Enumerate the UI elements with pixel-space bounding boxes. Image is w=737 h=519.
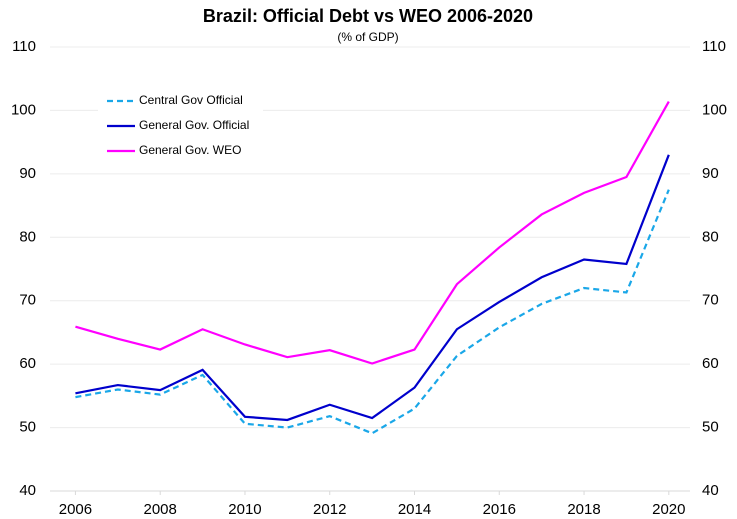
legend-label: Central Gov Official: [139, 93, 243, 107]
y2-tick-label: 60: [702, 355, 719, 372]
x-tick-label: 2012: [313, 501, 346, 518]
x-tick-label: 2020: [652, 501, 685, 518]
y-tick-label: 70: [19, 292, 36, 309]
y-tick-label: 40: [19, 482, 36, 499]
y-tick-label: 50: [19, 419, 36, 436]
y2-tick-label: 70: [702, 292, 719, 309]
x-tick-label: 2010: [228, 501, 261, 518]
y-tick-label: 80: [19, 228, 36, 245]
legend-label: General Gov. WEO: [139, 143, 241, 157]
y-tick-label: 60: [19, 355, 36, 372]
y2-tick-label: 90: [702, 165, 719, 182]
x-tick-label: 2018: [567, 501, 600, 518]
x-tick-label: 2006: [59, 501, 92, 518]
data-line: [75, 154, 670, 422]
y-tick-label: 90: [19, 165, 36, 182]
x-tick-label: 2014: [398, 501, 431, 518]
y2-tick-label: 110: [702, 38, 726, 55]
data-line: [75, 101, 670, 365]
x-tick-label: 2008: [144, 501, 177, 518]
y2-tick-label: 40: [702, 482, 719, 499]
y-tick-label: 100: [11, 101, 36, 118]
y2-tick-label: 80: [702, 228, 719, 245]
legend-label: General Gov. Official: [139, 118, 249, 132]
x-tick-label: 2016: [483, 501, 516, 518]
chart-title: Brazil: Official Debt vs WEO 2006-2020: [203, 6, 533, 26]
y2-tick-label: 100: [702, 101, 727, 118]
y-tick-label: 110: [12, 38, 36, 55]
data-line: [75, 189, 670, 435]
y2-tick-label: 50: [702, 419, 719, 436]
chart-subtitle: (% of GDP): [337, 30, 398, 44]
